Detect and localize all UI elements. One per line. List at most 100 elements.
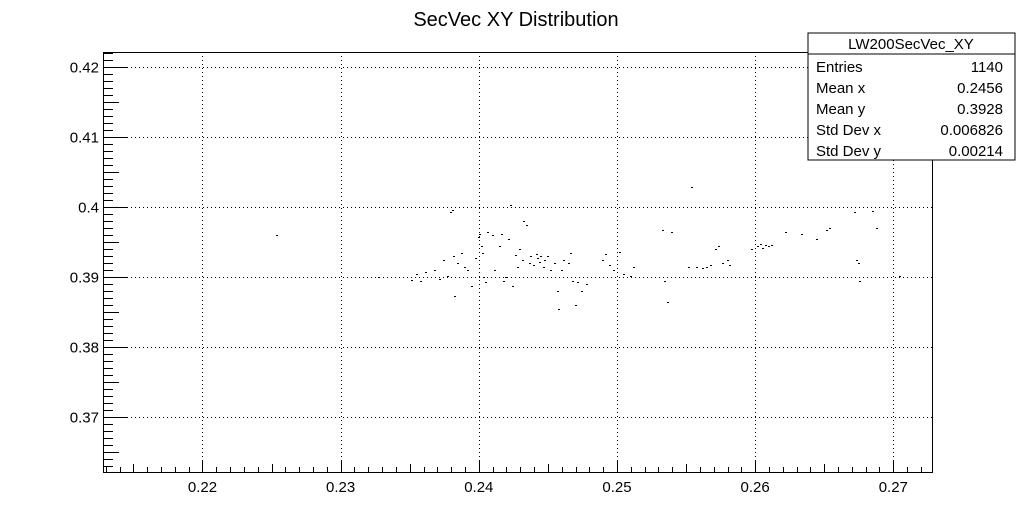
- data-point: [872, 211, 874, 212]
- data-point: [609, 265, 611, 266]
- data-point: [529, 263, 531, 264]
- data-point: [505, 277, 507, 278]
- data-point: [602, 260, 604, 261]
- data-point: [876, 228, 878, 229]
- data-point: [718, 246, 720, 247]
- data-point: [760, 244, 762, 245]
- data-point: [858, 263, 860, 264]
- data-point: [499, 246, 501, 247]
- data-point: [483, 277, 485, 278]
- data-point: [854, 212, 856, 213]
- data-point: [563, 260, 565, 261]
- data-point: [765, 245, 767, 246]
- data-point: [630, 276, 632, 277]
- data-point: [664, 281, 666, 282]
- x-tick-label: 0.24: [464, 479, 493, 496]
- stats-row-label: Std Dev x: [816, 122, 882, 139]
- data-point: [757, 246, 759, 247]
- data-point: [547, 256, 549, 257]
- data-point: [568, 263, 570, 264]
- stats-box: LW200SecVec_XY Entries 1140 Mean x 0.2456 Me…: [807, 32, 1016, 161]
- data-point: [826, 230, 828, 231]
- data-point: [464, 267, 466, 268]
- data-point: [447, 276, 449, 277]
- x-tick-label: 0.26: [741, 479, 770, 496]
- data-point: [540, 256, 542, 257]
- stats-row-value: 0.00214: [949, 143, 1003, 160]
- data-point: [688, 267, 690, 268]
- data-point: [515, 255, 517, 256]
- data-point: [691, 187, 693, 188]
- data-point: [710, 265, 712, 266]
- data-point: [530, 256, 532, 257]
- data-point: [526, 225, 528, 226]
- data-point: [586, 284, 588, 285]
- data-point: [856, 260, 858, 261]
- data-point: [481, 246, 483, 247]
- data-point: [494, 270, 496, 271]
- data-point: [572, 281, 574, 282]
- data-point: [671, 232, 673, 233]
- data-point: [715, 249, 717, 250]
- data-point: [581, 291, 583, 292]
- data-point: [785, 232, 787, 233]
- y-tick-label: 0.41: [70, 129, 99, 146]
- data-point: [577, 282, 579, 283]
- x-tick-label: 0.25: [602, 479, 631, 496]
- stats-rows: Entries 1140 Mean x 0.2456 Mean y 0.3928 Std D…: [816, 59, 1003, 160]
- data-point: [457, 263, 459, 264]
- data-point: [762, 248, 764, 249]
- data-point: [510, 205, 512, 206]
- data-point: [537, 258, 539, 259]
- stats-row-value: 0.3928: [957, 101, 1003, 118]
- plot-frame: [103, 52, 933, 473]
- data-point: [727, 260, 729, 261]
- data-point: [512, 286, 514, 287]
- data-point: [539, 262, 541, 263]
- data-point: [561, 270, 563, 271]
- data-point: [729, 265, 731, 266]
- data-point: [575, 305, 577, 306]
- data-point: [276, 235, 278, 236]
- data-point: [482, 253, 484, 254]
- y-tick-label: 0.37: [70, 409, 99, 426]
- data-point: [478, 237, 480, 238]
- stats-row-label: Entries: [816, 59, 863, 76]
- data-point: [667, 302, 669, 303]
- data-point: [706, 267, 708, 268]
- data-point: [533, 265, 535, 266]
- data-point: [619, 252, 621, 253]
- data-point: [475, 258, 477, 259]
- data-point: [501, 234, 503, 235]
- data-point: [508, 239, 510, 240]
- data-point: [544, 260, 546, 261]
- stats-row-label: Std Dev y: [816, 143, 882, 160]
- data-point: [558, 309, 560, 310]
- x-tick-label: 0.23: [326, 479, 355, 496]
- data-point: [523, 221, 525, 222]
- stats-row-value: 0.006826: [940, 122, 1003, 139]
- y-tick-label: 0.42: [70, 59, 99, 76]
- data-point: [801, 234, 803, 235]
- data-point: [696, 267, 698, 268]
- stats-row-value: 1140: [971, 59, 1003, 76]
- data-point: [859, 281, 861, 282]
- data-point: [722, 263, 724, 264]
- data-point: [416, 274, 418, 275]
- data-point: [454, 296, 456, 297]
- tick-labels: 0.22 0.23 0.24 0.25 0.26 0.27 0.37 0.38 0.39 0.4 0…: [70, 59, 908, 496]
- data-point: [816, 239, 818, 240]
- data-point: [492, 235, 494, 236]
- data-point: [479, 234, 481, 235]
- data-point: [411, 280, 413, 281]
- data-point: [461, 253, 463, 254]
- data-point: [623, 274, 625, 275]
- data-points: [276, 187, 901, 310]
- data-point: [543, 267, 545, 268]
- data-point: [443, 260, 445, 261]
- data-point: [768, 246, 770, 247]
- axes: [103, 52, 933, 473]
- x-tick-label: 0.22: [188, 479, 217, 496]
- stats-row-label: Mean y: [816, 101, 866, 118]
